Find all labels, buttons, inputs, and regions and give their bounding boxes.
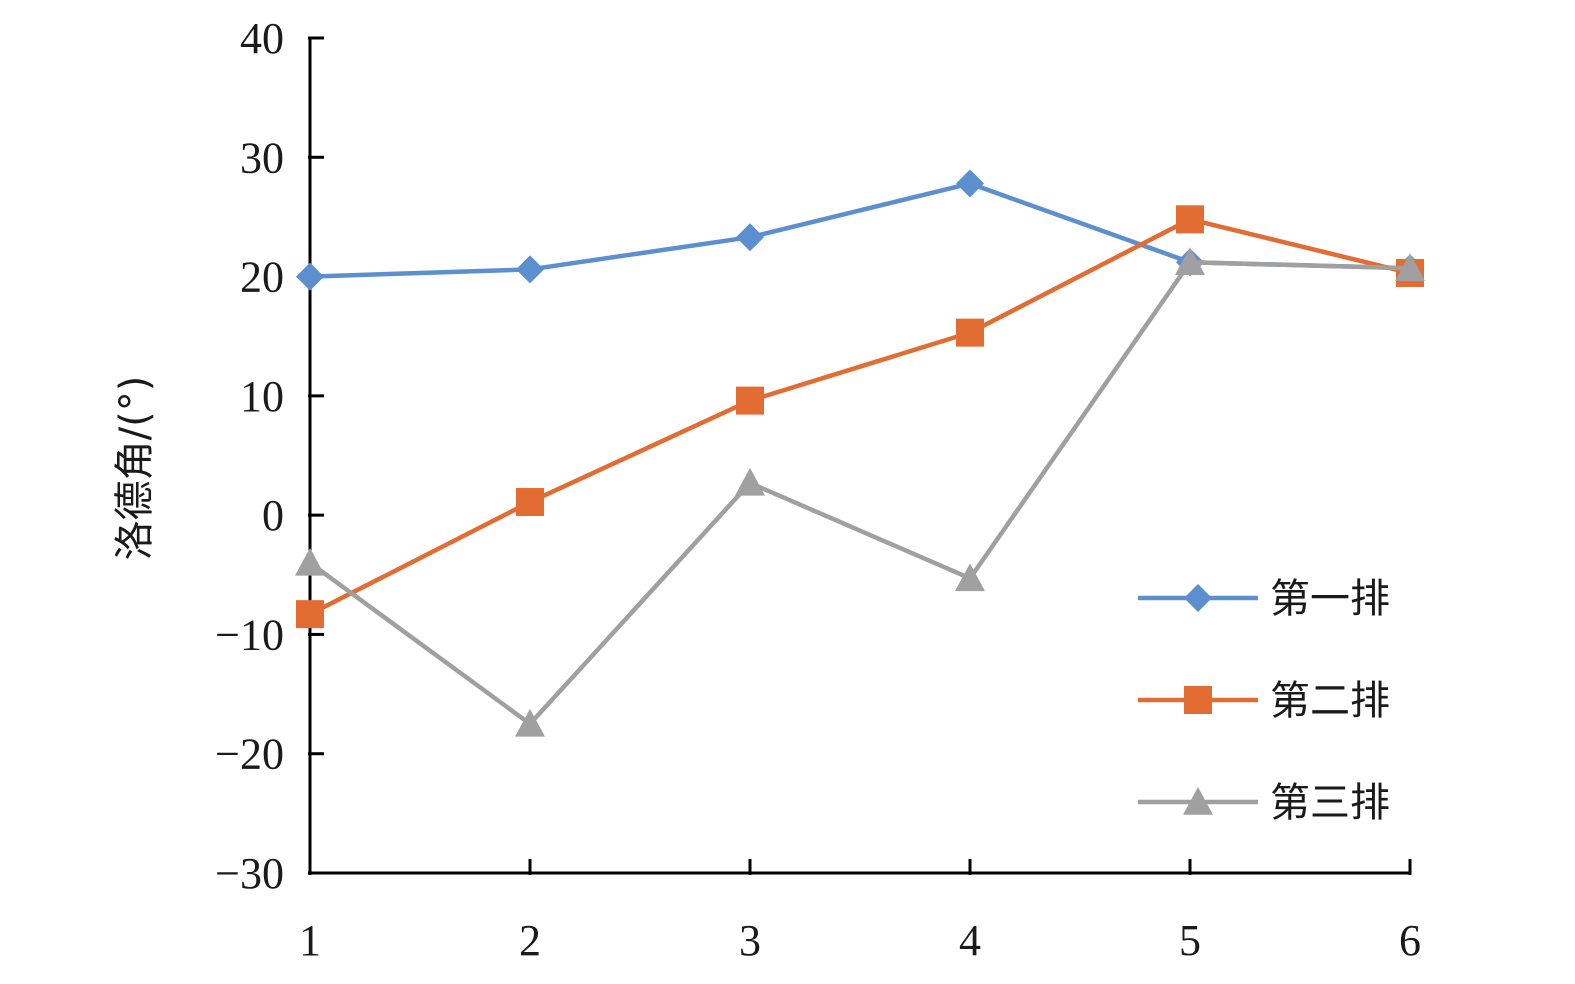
legend-item-2: 第二排 [1138, 678, 1390, 724]
y-tick-label: 40 [240, 14, 284, 63]
legend-item-3: 第三排 [1138, 780, 1390, 826]
series-1-point [956, 169, 984, 198]
y-tick-label: −30 [215, 849, 284, 898]
x-tick-label: 3 [739, 916, 761, 965]
x-tick-label: 5 [1179, 916, 1201, 965]
series-1 [296, 169, 1424, 291]
legend-label: 第二排 [1270, 678, 1390, 724]
legend-label: 第三排 [1270, 780, 1390, 826]
x-tick-label: 4 [959, 916, 981, 965]
y-tick-label: −20 [215, 730, 284, 779]
series-3-point [735, 467, 765, 496]
series-1-point [736, 223, 764, 252]
series-3 [295, 247, 1425, 737]
y-axis-title: 洛德角/(°) [112, 376, 158, 561]
series-2-point [516, 488, 544, 517]
y-tick-label: −10 [215, 610, 284, 659]
y-tick-label: 20 [240, 253, 284, 302]
series-3-point [1175, 247, 1205, 276]
legend-marker [1184, 584, 1212, 612]
series-3-point [955, 563, 985, 592]
y-tick-label: 0 [262, 491, 284, 540]
y-tick-label: 10 [240, 372, 284, 421]
series-1-point [296, 262, 324, 291]
series-2-point [296, 600, 324, 629]
legend-marker [1184, 686, 1212, 714]
legend-marker [1183, 787, 1213, 815]
series-2 [296, 205, 1424, 629]
legend-label: 第一排 [1270, 576, 1390, 622]
series-3-line [308, 260, 1411, 727]
series-2-point [1176, 205, 1204, 234]
axes: −30 −20 −10 0 10 20 30 40 1 2 3 4 5 6 [215, 14, 1421, 965]
series-2-line [308, 217, 1411, 617]
x-tick-label: 2 [519, 916, 541, 965]
series-2-point [736, 386, 764, 415]
series-3-point [295, 547, 325, 576]
series-3-point [1395, 253, 1425, 281]
series-3-point [515, 708, 545, 737]
series-2-point [956, 318, 984, 347]
legend-item-1: 第一排 [1138, 576, 1390, 622]
x-tick-label: 6 [1399, 916, 1421, 965]
series-1-point [516, 255, 544, 284]
x-tick-label: 1 [299, 916, 321, 965]
y-tick-label: 30 [240, 133, 284, 182]
series-layer [295, 169, 1425, 737]
